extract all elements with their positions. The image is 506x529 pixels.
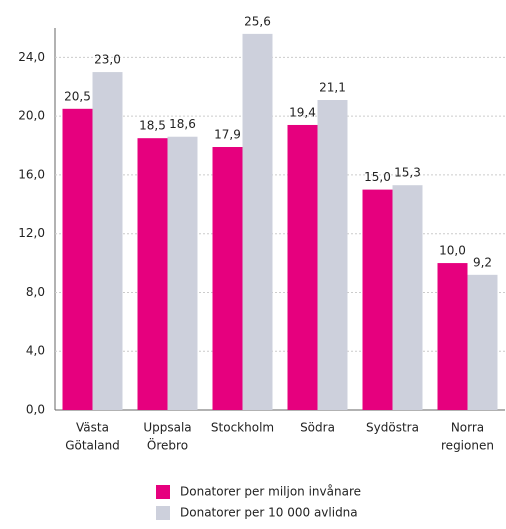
- y-tick-label: 4,0: [26, 344, 45, 358]
- x-tick-label: Norra: [451, 421, 484, 435]
- bar: [242, 33, 273, 410]
- value-label: 9,2: [473, 255, 492, 269]
- value-label: 21,1: [319, 80, 346, 94]
- y-tick-label: 0,0: [26, 403, 45, 417]
- bar: [167, 136, 198, 410]
- value-label: 10,0: [439, 244, 466, 258]
- bar: [317, 99, 348, 410]
- x-tick-label: Uppsala: [143, 421, 191, 435]
- bar: [437, 263, 468, 410]
- y-tick-label: 16,0: [18, 167, 45, 181]
- value-label: 25,6: [244, 14, 271, 28]
- value-label: 15,3: [394, 166, 421, 180]
- bar: [62, 108, 93, 411]
- x-tick-label: Götaland: [65, 439, 120, 453]
- y-tick-label: 20,0: [18, 109, 45, 123]
- y-tick-label: 8,0: [26, 285, 45, 299]
- value-label: 18,5: [139, 119, 166, 133]
- value-label: 23,0: [94, 53, 121, 67]
- bar: [392, 185, 423, 410]
- x-tick-label: regionen: [441, 439, 494, 453]
- value-label: 19,4: [289, 105, 316, 119]
- x-tick-label: Sydöstra: [366, 421, 419, 435]
- legend-swatch: [156, 506, 170, 520]
- x-tick-label: Örebro: [147, 437, 188, 453]
- value-label: 15,0: [364, 170, 391, 184]
- value-label: 17,9: [214, 128, 241, 142]
- bar: [137, 138, 168, 410]
- legend-swatch: [156, 485, 170, 499]
- legend-label: Donatorer per 10 000 avlidna: [180, 506, 358, 520]
- value-label: 18,6: [169, 117, 196, 131]
- bar: [212, 147, 243, 410]
- legend-label: Donatorer per miljon invånare: [180, 485, 361, 499]
- x-tick-label: Södra: [300, 421, 335, 435]
- bar: [287, 124, 318, 410]
- bar: [362, 189, 393, 410]
- x-tick-label: Västa: [76, 421, 109, 435]
- bar: [467, 274, 498, 410]
- x-tick-label: Stockholm: [211, 421, 274, 435]
- bar: [92, 72, 123, 411]
- value-label: 20,5: [64, 89, 91, 103]
- y-tick-label: 24,0: [18, 50, 45, 64]
- y-tick-label: 12,0: [18, 226, 45, 240]
